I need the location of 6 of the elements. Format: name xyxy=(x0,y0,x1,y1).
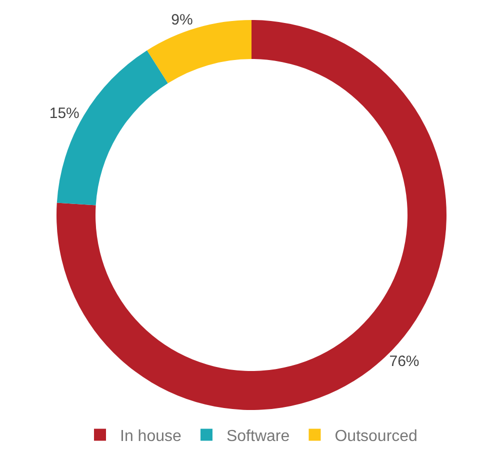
legend-label: Outsourced xyxy=(334,428,418,445)
data-label: 15% xyxy=(49,105,80,122)
data-label: 76% xyxy=(389,353,420,370)
data-label: 9% xyxy=(171,11,193,28)
legend-label: In house xyxy=(120,428,182,445)
legend-label: Software xyxy=(226,428,290,445)
